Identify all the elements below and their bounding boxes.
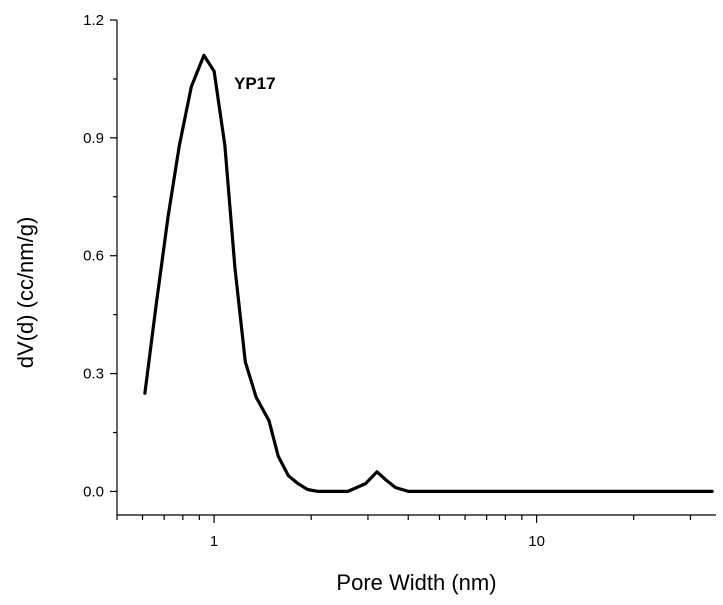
x-tick-label: 10 (528, 533, 545, 550)
y-tick-label: 0.6 (83, 248, 104, 265)
series-line (143, 53, 714, 493)
y-axis-title: dV(d) (cc/nm/g) (13, 217, 38, 369)
x-tick-label: 1 (210, 533, 218, 550)
y-axis: 0.0 0.3 0.6 0.9 1.2 (83, 12, 118, 515)
y-tick-label: 0.9 (83, 130, 104, 147)
y-tick-label: 1.2 (83, 12, 104, 29)
series-group (143, 53, 714, 493)
y-tick-label: 0.3 (83, 366, 104, 383)
x-axis-title: Pore Width (nm) (336, 570, 496, 595)
series-annotation: YP17 (234, 74, 276, 93)
x-axis: 1 10 (116, 514, 716, 550)
y-tick-label: 0.0 (83, 483, 104, 500)
